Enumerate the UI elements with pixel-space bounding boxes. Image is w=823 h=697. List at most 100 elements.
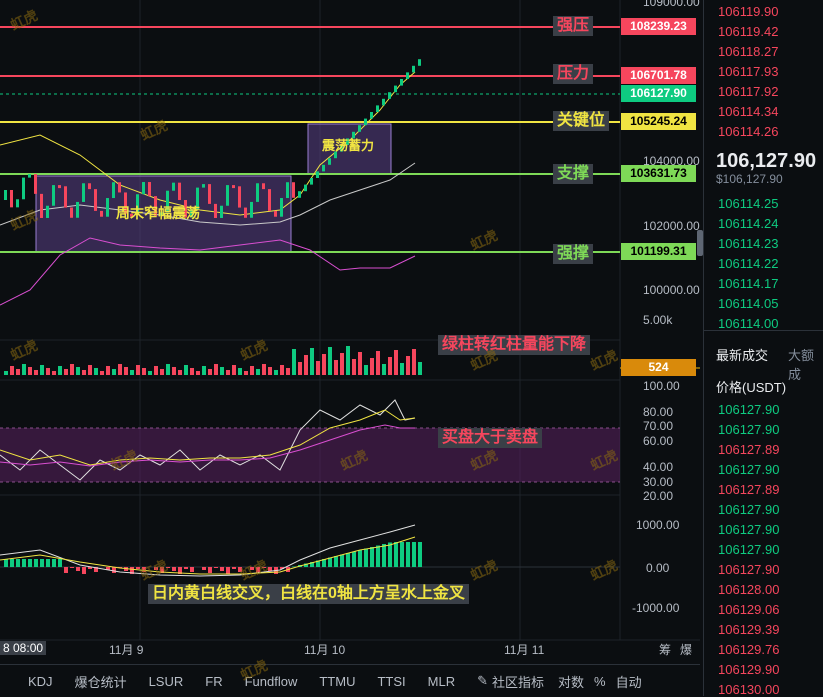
candle [82,183,85,202]
volume-bar [4,371,8,375]
toggle-auto[interactable]: 自动 [615,674,642,690]
candle [340,145,343,152]
ask-price[interactable]: 106119.42 [718,24,779,39]
candle [286,182,289,199]
current-price-tag: 106127.90 [621,85,696,102]
volume-bar [214,364,218,375]
candle [334,151,337,159]
rsi-tick: 80.00 [643,405,674,419]
volume-bar [172,367,176,375]
candle [118,182,121,193]
bid-price[interactable]: 106114.00 [718,316,779,331]
macd-bar [178,567,182,574]
volume-bar [178,370,182,375]
x-axis-tool[interactable]: 筹 [659,643,672,657]
tab-fundflow[interactable]: Fundflow [244,673,298,689]
edit-icon[interactable]: ✎ [477,673,488,688]
panel-resize-handle[interactable] [697,230,703,256]
candle [220,205,223,218]
candle [70,207,73,218]
bid-price[interactable]: 106114.24 [718,216,779,231]
volume-bar [400,363,404,375]
ask-price[interactable]: 106118.27 [718,44,779,59]
label-strong-resistance: 强压 [553,16,594,36]
volume-bar [88,365,92,375]
volume-bar [76,367,80,375]
candle [94,189,97,211]
rsi-tick: 20.00 [643,489,674,503]
volume-bar [196,371,200,375]
volume-bar [202,366,206,375]
candle [370,112,373,119]
candle [256,183,259,202]
volume-note: 绿柱转红柱量能下降 [438,335,591,355]
volume-bar [268,367,272,375]
volume-bar [34,370,38,375]
volume-bar [256,369,260,375]
bid-price[interactable]: 106114.05 [718,296,779,311]
candle [142,182,145,195]
volume-bar [142,368,146,375]
volume-bar [352,359,356,375]
macd-note: 日内黄白线交叉，白线在0轴上方呈水上金叉 [148,584,469,604]
candle [166,190,169,213]
price-header: 价格(USDT) [716,380,787,395]
tab-large-trades[interactable]: 大额成 [788,348,815,382]
chart-canvas[interactable] [0,0,700,664]
volume-bar [208,369,212,375]
macd-bar [256,567,260,573]
volume-bar [418,362,422,375]
volume-bar [238,368,242,375]
tab-ttmu[interactable]: TTMU [319,673,356,689]
orderbook-panel: 106119.90 106119.42 106118.27 106117.93 1061… [703,0,823,697]
bid-price[interactable]: 106114.17 [718,276,779,291]
tab-community[interactable]: 社区指标 [492,674,545,690]
volume-bar [280,365,284,375]
tab-mlr[interactable]: MLR [427,673,456,689]
volume-bar [346,346,350,375]
tab-liquidation[interactable]: 爆仓统计 [74,674,127,690]
volume-value-tag: 524 [621,359,696,376]
volume-bar [130,370,134,375]
tab-lsur[interactable]: LSUR [148,673,184,689]
ask-price[interactable]: 106114.26 [718,124,779,139]
trade-price: 106127.90 [718,522,780,537]
volume-bar [304,355,308,375]
bid-price[interactable]: 106114.23 [718,236,779,251]
x-axis-tool[interactable]: 爆 [680,643,693,657]
bid-price[interactable]: 106114.25 [718,196,779,211]
volume-bar [28,367,32,375]
ask-price[interactable]: 106114.34 [718,104,779,119]
tab-latest-trades[interactable]: 最新成交 [716,348,769,363]
candle [130,213,133,217]
trade-price: 106129.90 [718,662,780,677]
volume-bar [46,368,50,375]
candle [46,205,49,218]
macd-bar [238,567,242,572]
tab-fr[interactable]: FR [205,673,223,689]
toggle-log[interactable]: 对数 [558,674,585,690]
bid-price[interactable]: 106114.22 [718,256,779,271]
candle [394,85,397,93]
candle [16,199,19,208]
macd-bar [310,562,314,567]
trade-price: 106127.90 [718,542,780,557]
ask-price[interactable]: 106117.92 [718,84,779,99]
ask-price[interactable]: 106117.93 [718,64,779,79]
volume-bar [328,347,332,375]
tab-kdj[interactable]: KDJ [28,673,53,689]
tab-ttsi[interactable]: TTSI [377,673,406,689]
trade-price: 106129.39 [718,622,780,637]
ask-price[interactable]: 106119.90 [718,4,779,19]
macd-bar [358,550,362,567]
toggle-percent[interactable]: % [594,673,606,689]
candle [262,183,265,190]
candle [406,72,409,79]
macd-bar [280,567,284,569]
candle [202,184,205,188]
level-tag-resistance: 106701.78 [621,67,696,84]
rsi-tick: 40.00 [643,460,674,474]
volume-bar [136,365,140,375]
volume-bar [412,349,416,375]
macd-bar [46,559,50,567]
